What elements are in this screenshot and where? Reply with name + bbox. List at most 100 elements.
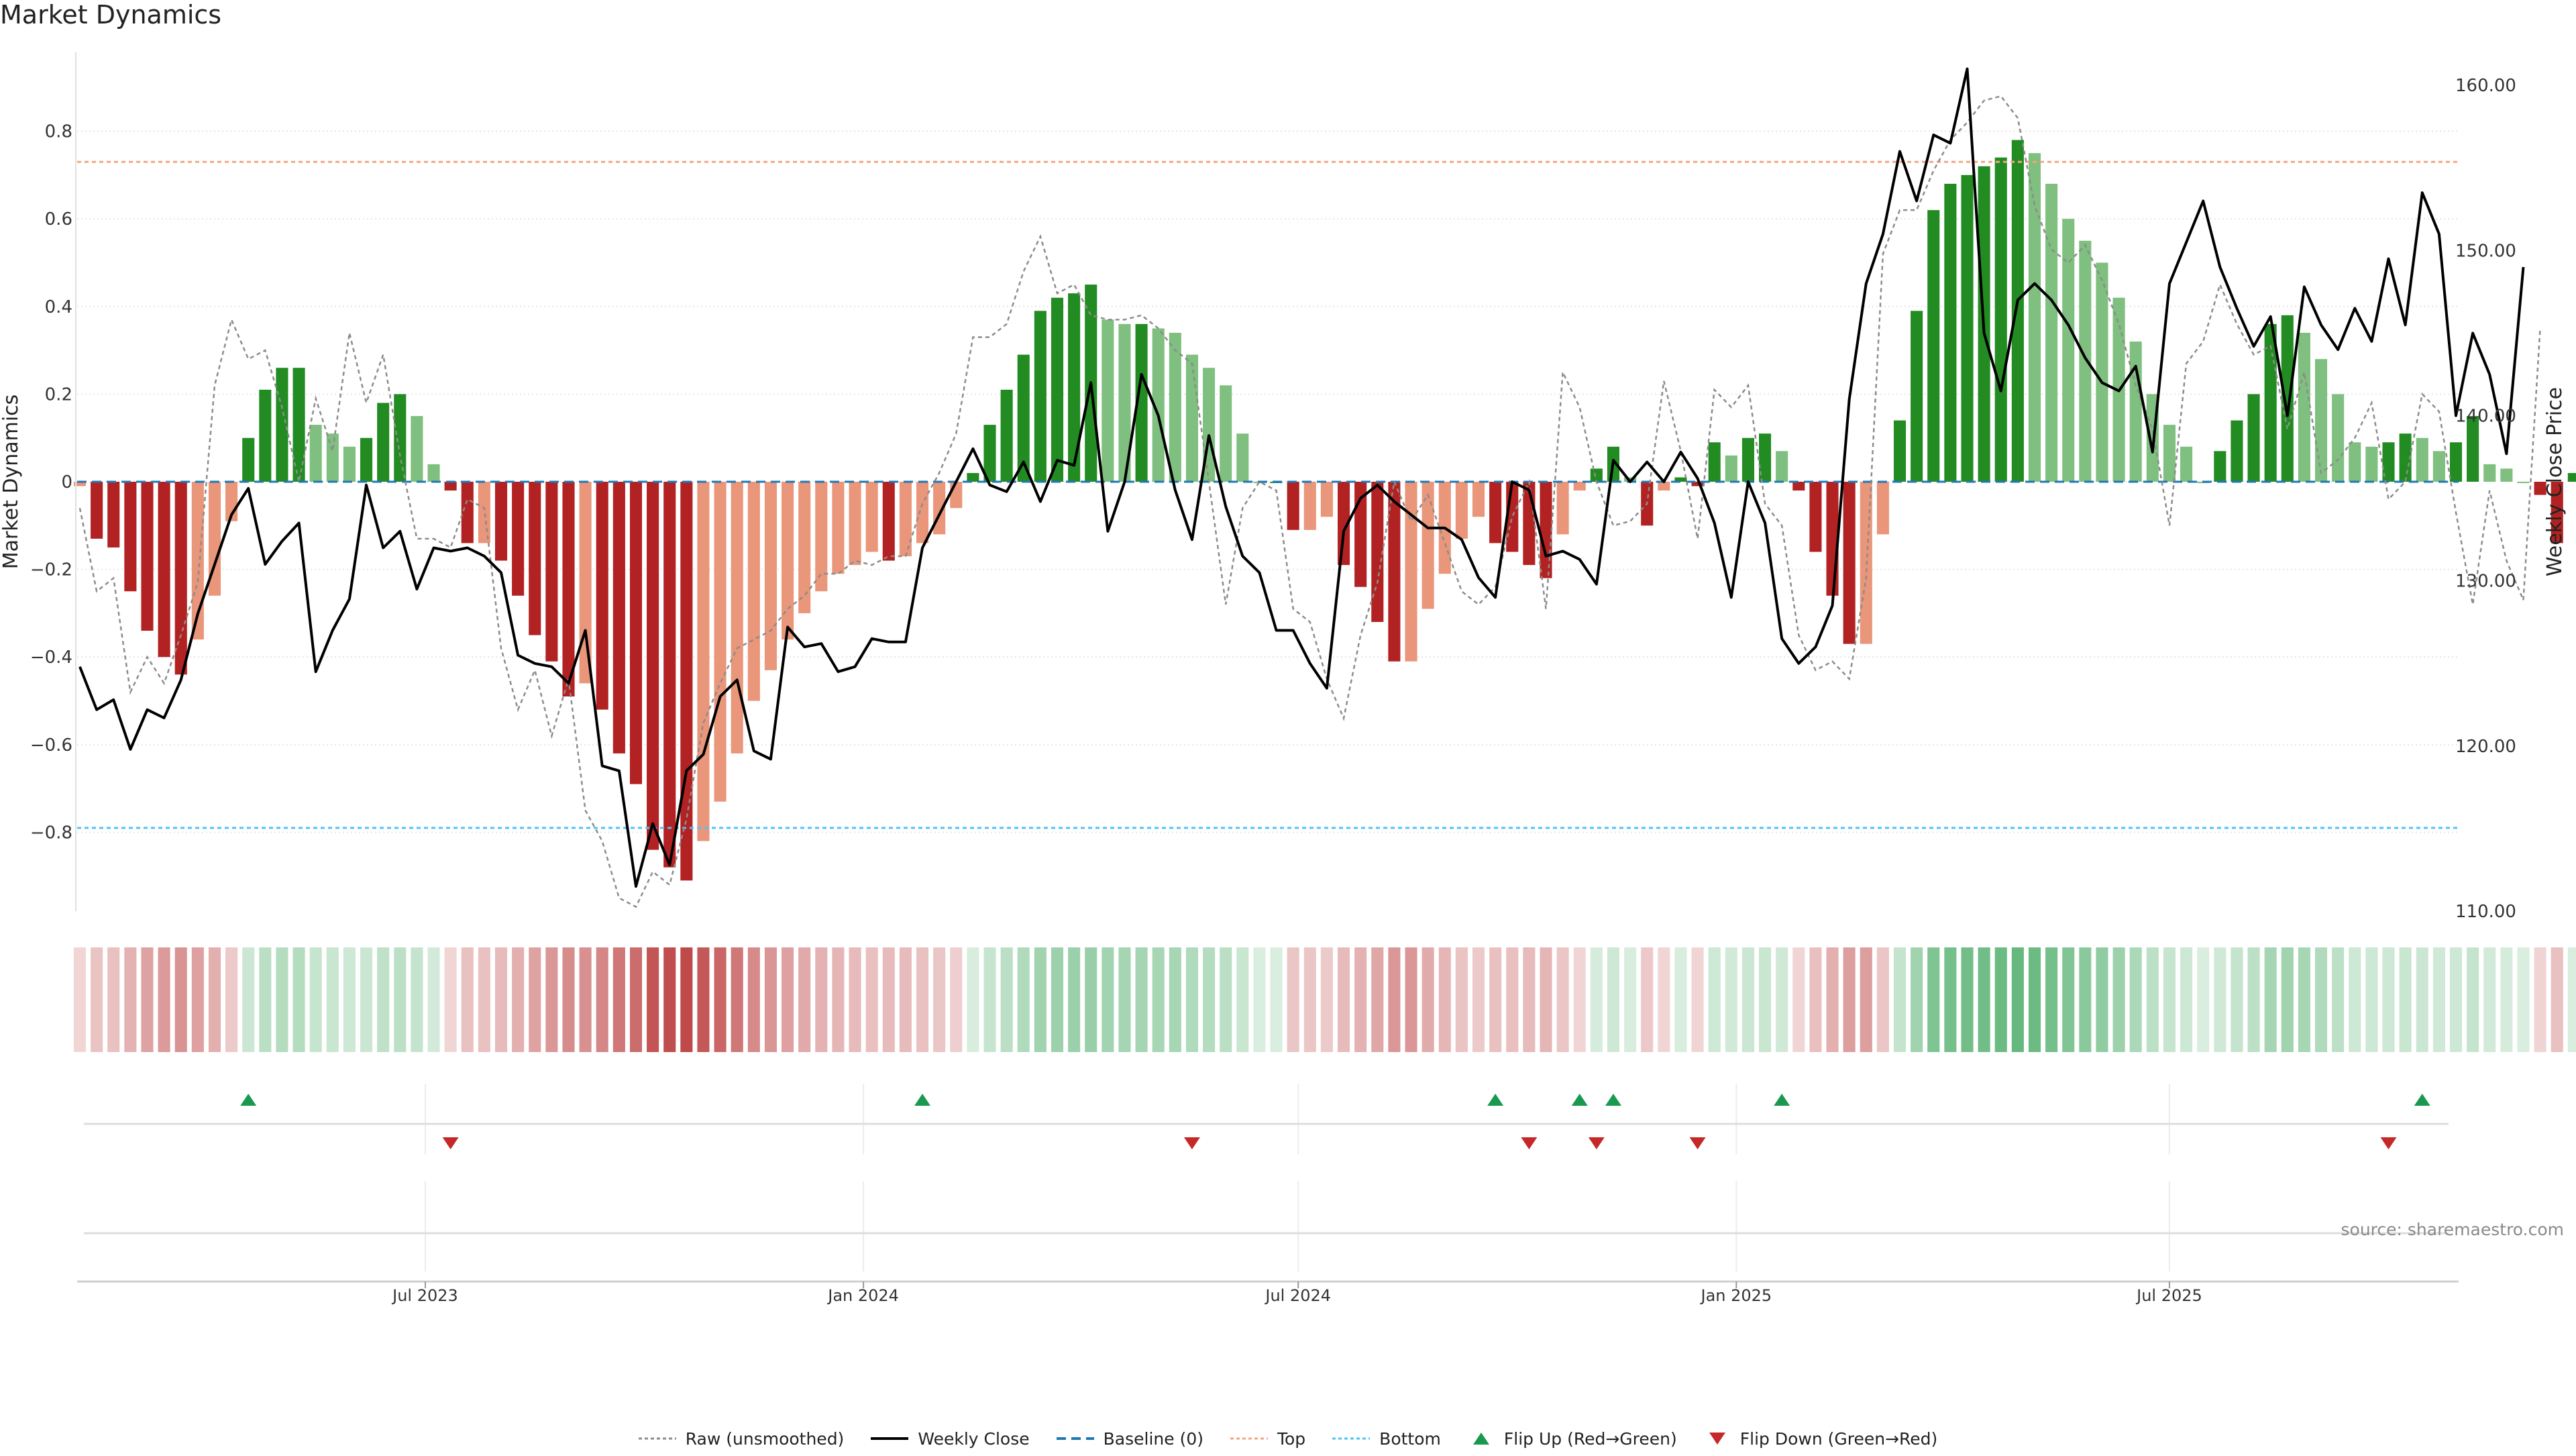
dynamics-bar [1287,482,1299,530]
heat-cell [1893,947,1907,1052]
flip-up-marker [914,1094,931,1106]
heat-cell [1944,947,1957,1052]
dynamics-bar [208,482,221,596]
legend-label: Weekly Close [918,1428,1030,1449]
dynamics-bar [1759,433,1772,482]
dynamics-bar [697,482,710,841]
dynamics-bar [91,482,103,539]
dynamics-bar [2534,482,2546,495]
dynamics-bar [1674,477,1687,482]
dynamics-bar [1809,482,1822,552]
dynamics-bar [2551,482,2563,543]
dynamics-bar [1776,451,1788,482]
dynamics-bar [411,416,423,482]
dynamics-bar [1320,482,1333,517]
heat-cell [529,947,541,1052]
heat-cell [394,947,407,1052]
dynamics-bars [73,140,2576,881]
heat-cell [1809,947,1822,1052]
dynamics-bar [444,482,457,491]
heat-cell [562,947,575,1052]
y-tick-label: −0.6 [30,735,72,756]
heat-cell [2449,947,2463,1052]
heat-cell [208,947,221,1052]
heat-cell [815,947,828,1052]
heat-cell [259,947,272,1052]
heat-cell [1354,947,1367,1052]
heat-cell [2264,947,2277,1052]
dynamics-bar [579,482,592,684]
heat-cell [1792,947,1805,1052]
heat-cell [1337,947,1350,1052]
heat-cell [377,947,390,1052]
heat-cell [2483,947,2496,1052]
legend-swatch [638,1437,676,1440]
heat-cell [1421,947,1434,1052]
dynamics-bar [1911,311,1923,482]
dynamics-bar [1220,385,1232,482]
dynamics-bar [1185,354,1199,482]
heat-cell [2332,947,2345,1052]
heat-cell [1927,947,1940,1052]
heat-cell [1776,947,1788,1052]
heat-cell [950,947,963,1052]
heat-cell [225,947,238,1052]
heat-cell [1573,947,1586,1052]
dynamics-bar [1725,455,1737,482]
heat-cell [697,947,710,1052]
legend-label: Raw (unsmoothed) [685,1428,845,1449]
dynamics-bar [309,425,322,482]
heat-cell [647,947,659,1052]
legend-item-raw: Raw (unsmoothed) [638,1428,845,1449]
y-tick-label: 0.4 [45,297,72,317]
dynamics-bar [512,482,525,596]
dynamics-bar [158,482,170,658]
dynamics-bar [1118,323,1131,482]
heat-cell [343,947,356,1052]
dynamics-bar [2062,219,2075,482]
heat-cell [1489,947,1502,1052]
y2-tick-label: 160.00 [2455,76,2516,96]
dynamics-bar [124,482,137,592]
heat-cell [292,947,305,1052]
dynamics-bar [865,482,878,552]
dynamics-bar [1489,482,1502,543]
dynamics-bar [747,482,760,701]
legend-swatch [1472,1433,1489,1445]
y2-tick-label: 120.00 [2455,737,2516,757]
heat-cell [2197,947,2210,1052]
heat-cell [2045,947,2058,1052]
dynamics-bar [1051,297,1064,482]
dynamics-bar [326,433,339,482]
legend-swatch [871,1437,909,1440]
dynamics-bar [73,482,87,486]
heat-cell [191,947,204,1052]
dynamics-bar [2214,451,2226,482]
heat-cell [596,947,608,1052]
heat-cell [967,947,979,1052]
dynamics-bar [494,482,508,561]
dynamics-bar [731,482,743,753]
y2-tick-label: 110.00 [2455,902,2516,922]
dynamics-bar [2247,394,2260,482]
dynamics-bar [1944,183,1957,482]
x-tick-label: Jan 2024 [826,1286,899,1305]
flip-markers [240,1094,2430,1149]
heat-cell [1641,947,1654,1052]
heat-cell [629,947,643,1052]
dynamics-bar [2028,153,2041,482]
dynamics-bar [1455,482,1468,539]
legend-label: Top [1277,1428,1306,1449]
heat-cell [2214,947,2226,1052]
dynamics-bar [1169,332,1181,482]
dynamics-bar [832,482,845,574]
dynamics-bar [2349,442,2361,482]
y-tick-label: −0.2 [30,560,72,580]
heat-cell [1506,947,1519,1052]
heat-cell [764,947,777,1052]
dynamics-bar [2079,240,2092,482]
dynamics-bar [983,425,996,482]
legend-swatch [1709,1433,1725,1445]
dynamics-bar [2449,442,2463,482]
heat-cell [899,947,912,1052]
